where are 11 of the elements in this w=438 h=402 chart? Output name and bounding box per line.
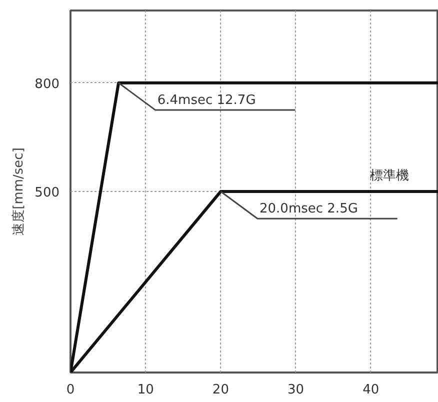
- y-axis-title: 速度[mm/sec]: [10, 148, 27, 236]
- x-tick-label: 20: [212, 382, 229, 398]
- annotation: 6.4msec 12.7G: [157, 93, 256, 108]
- x-tick-label: 40: [362, 382, 380, 398]
- x-tick-label: 30: [288, 382, 304, 398]
- y-tick-label: 500: [34, 186, 60, 200]
- annotation: 20.0msec 2.5G: [260, 202, 358, 217]
- series-label: 標準機: [370, 168, 410, 184]
- y-tick-label: 800: [34, 76, 60, 92]
- x-tick-label: 0: [66, 382, 75, 398]
- x-tick-label: 10: [137, 382, 154, 398]
